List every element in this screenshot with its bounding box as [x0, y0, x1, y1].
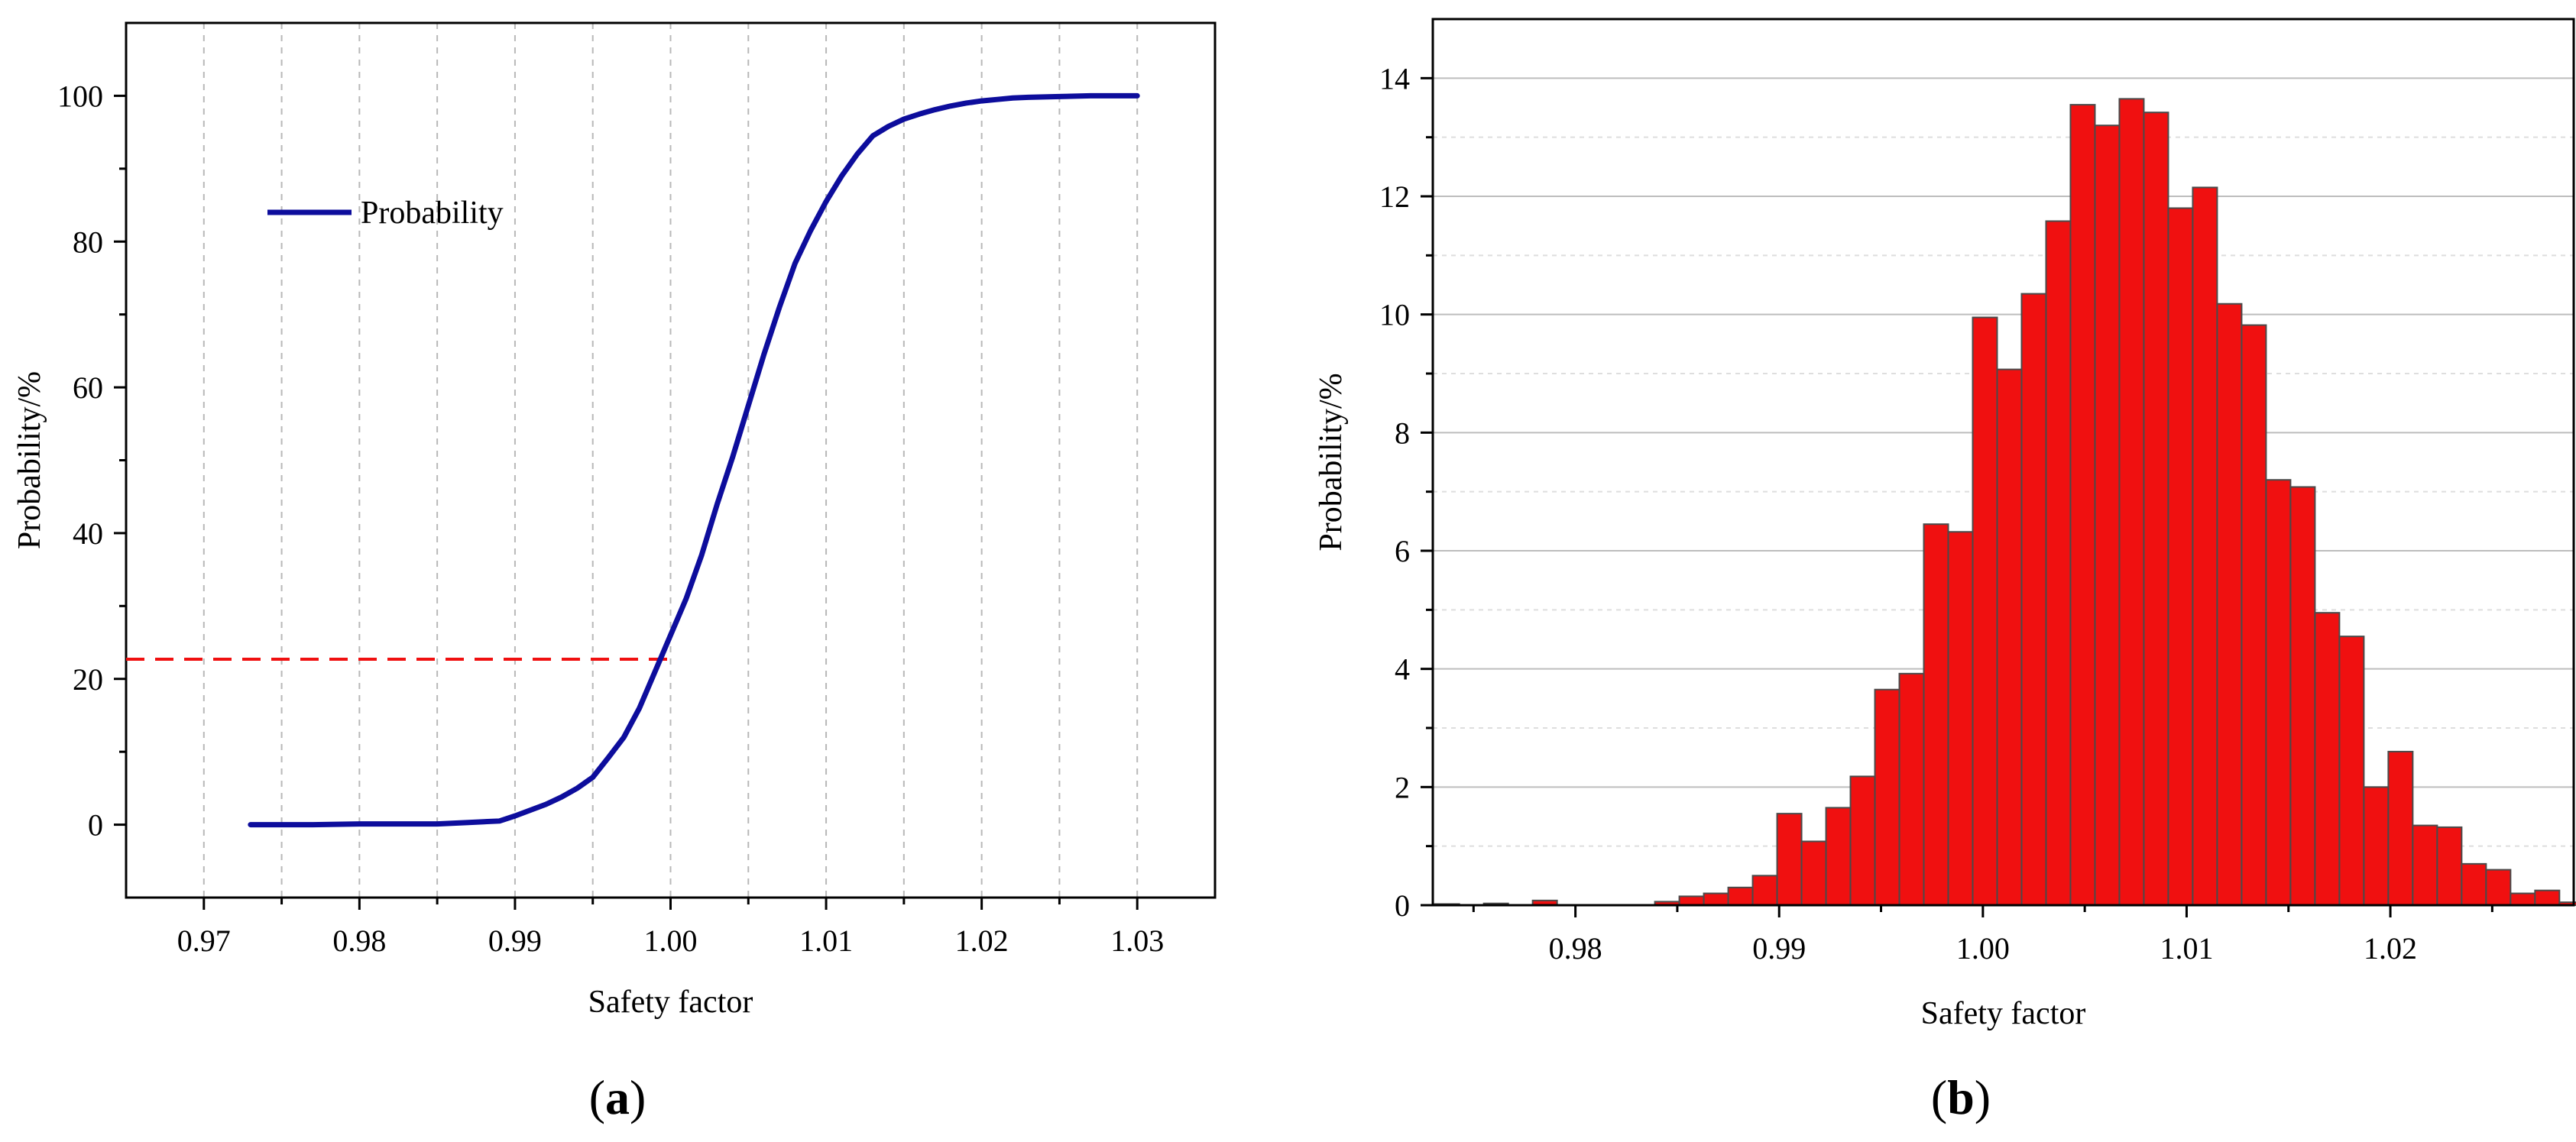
histogram-bar: [1825, 807, 1852, 907]
histogram-bar: [2241, 324, 2267, 906]
histogram-bar: [2387, 750, 2414, 907]
x-tick-label: 1.02: [955, 924, 1009, 958]
histogram-bar: [2363, 786, 2390, 907]
histogram-bar: [2461, 862, 2487, 907]
y-tick-label: 10: [1379, 298, 1410, 332]
panel-a: 0.97 0.98 0.99 1.00 1.01 1.02 1.03 0 20 40 60 80 100…: [0, 0, 1253, 1142]
histogram-bar: [1703, 892, 1729, 906]
histogram-bar: [2167, 207, 2194, 906]
histogram-bar: [1947, 531, 1974, 907]
x-tick-label: 1.01: [799, 924, 853, 958]
histogram-bar: [1727, 886, 1754, 907]
x-tick-label: 1.00: [1956, 931, 2010, 966]
histogram-bar: [2436, 826, 2463, 907]
histogram-bar: [1923, 523, 1949, 906]
panel-label-b: (b): [1846, 1069, 2075, 1126]
x-tick-label: 1.02: [2364, 931, 2417, 966]
chart-a: 0.97 0.98 0.99 1.00 1.01 1.02 1.03 0 20 40 60 80 100…: [12, 21, 1217, 1020]
y-tick-label: 100: [57, 79, 103, 113]
y-tick-label: 60: [73, 370, 103, 405]
plot-frame: [1431, 18, 2575, 907]
histogram-bar: [2314, 612, 2341, 906]
y-tick-label: 12: [1379, 180, 1410, 214]
histogram-bar: [2143, 112, 2169, 907]
x-tick-label: 0.99: [1752, 931, 1806, 966]
histogram-bar: [1972, 316, 1998, 906]
legend-label: Probability: [361, 196, 504, 231]
y-tick-label: 2: [1395, 770, 1410, 804]
panel-label-a-close: ): [630, 1070, 646, 1124]
histogram-bar: [1776, 813, 1803, 906]
y-axis-title: Probability/%: [12, 371, 47, 549]
x-axis-title: Safety factor: [588, 985, 753, 1020]
histogram-bar: [1800, 840, 1827, 906]
x-tick-label: 1.00: [644, 924, 698, 958]
panel-label-b-close: ): [1974, 1070, 1991, 1124]
y-tick-label: 14: [1379, 61, 1410, 95]
histogram-bar: [1678, 895, 1705, 907]
y-tick-label: 40: [73, 516, 103, 551]
series-probability-line: [248, 92, 1140, 828]
histogram-bar: [2020, 293, 2047, 907]
y-tick-label: 80: [73, 225, 103, 259]
chart-b: 0.98 0.99 1.00 1.01 1.02 0 2 4 6 8 10 12 14 Safety fa…: [1314, 18, 2576, 1031]
histogram-bar: [1751, 875, 1778, 907]
histogram-bar: [1849, 775, 1876, 906]
histogram-bar: [2510, 892, 2536, 906]
histogram-bar: [2118, 98, 2145, 906]
x-tick-label: 1.01: [2160, 931, 2213, 966]
x-tick-label: 1.03: [1110, 924, 1164, 958]
x-tick-label: 0.98: [332, 924, 386, 958]
x-tick-label: 0.97: [177, 924, 231, 958]
histogram-bar: [1898, 672, 1925, 906]
histogram-bar: [2216, 302, 2243, 907]
histogram-bar: [2045, 220, 2072, 907]
x-tick-label: 0.99: [488, 924, 542, 958]
y-axis-title: Probability/%: [1314, 373, 1349, 551]
histogram-bar: [2265, 479, 2292, 906]
histogram-bar: [2534, 889, 2561, 906]
y-tick-label: 0: [88, 808, 103, 843]
y-tick-label: 6: [1395, 534, 1410, 568]
panel-label-a-letter: a: [605, 1070, 630, 1124]
panel-b: 0.98 0.99 1.00 1.01 1.02 0 2 4 6 8 10 12 14 Safety fa…: [1291, 0, 2576, 1142]
histogram-bar: [2338, 636, 2365, 907]
panel-label-b-open: (: [1930, 1070, 1948, 1124]
histogram-bar: [2094, 125, 2121, 906]
x-tick-label: 0.98: [1549, 931, 1602, 966]
histogram-bar: [2192, 186, 2218, 906]
histogram-bar: [2485, 869, 2512, 906]
y-tick-label: 0: [1395, 888, 1410, 923]
y-tick-label: 8: [1395, 416, 1410, 450]
plot-frame: [125, 21, 1217, 899]
histogram-bar: [1874, 688, 1900, 906]
x-axis-title: Safety factor: [1921, 996, 2086, 1031]
histogram-bar: [2069, 104, 2096, 907]
y-tick-label: 20: [73, 662, 103, 697]
histogram-bar: [1996, 368, 2023, 906]
y-tick-label: 4: [1395, 652, 1410, 687]
histogram-bar: [2289, 486, 2316, 906]
histogram-bar: [2412, 824, 2438, 906]
panel-label-b-letter: b: [1947, 1070, 1975, 1124]
panel-label-a: (a): [503, 1069, 732, 1126]
panel-label-a-open: (: [588, 1070, 605, 1124]
